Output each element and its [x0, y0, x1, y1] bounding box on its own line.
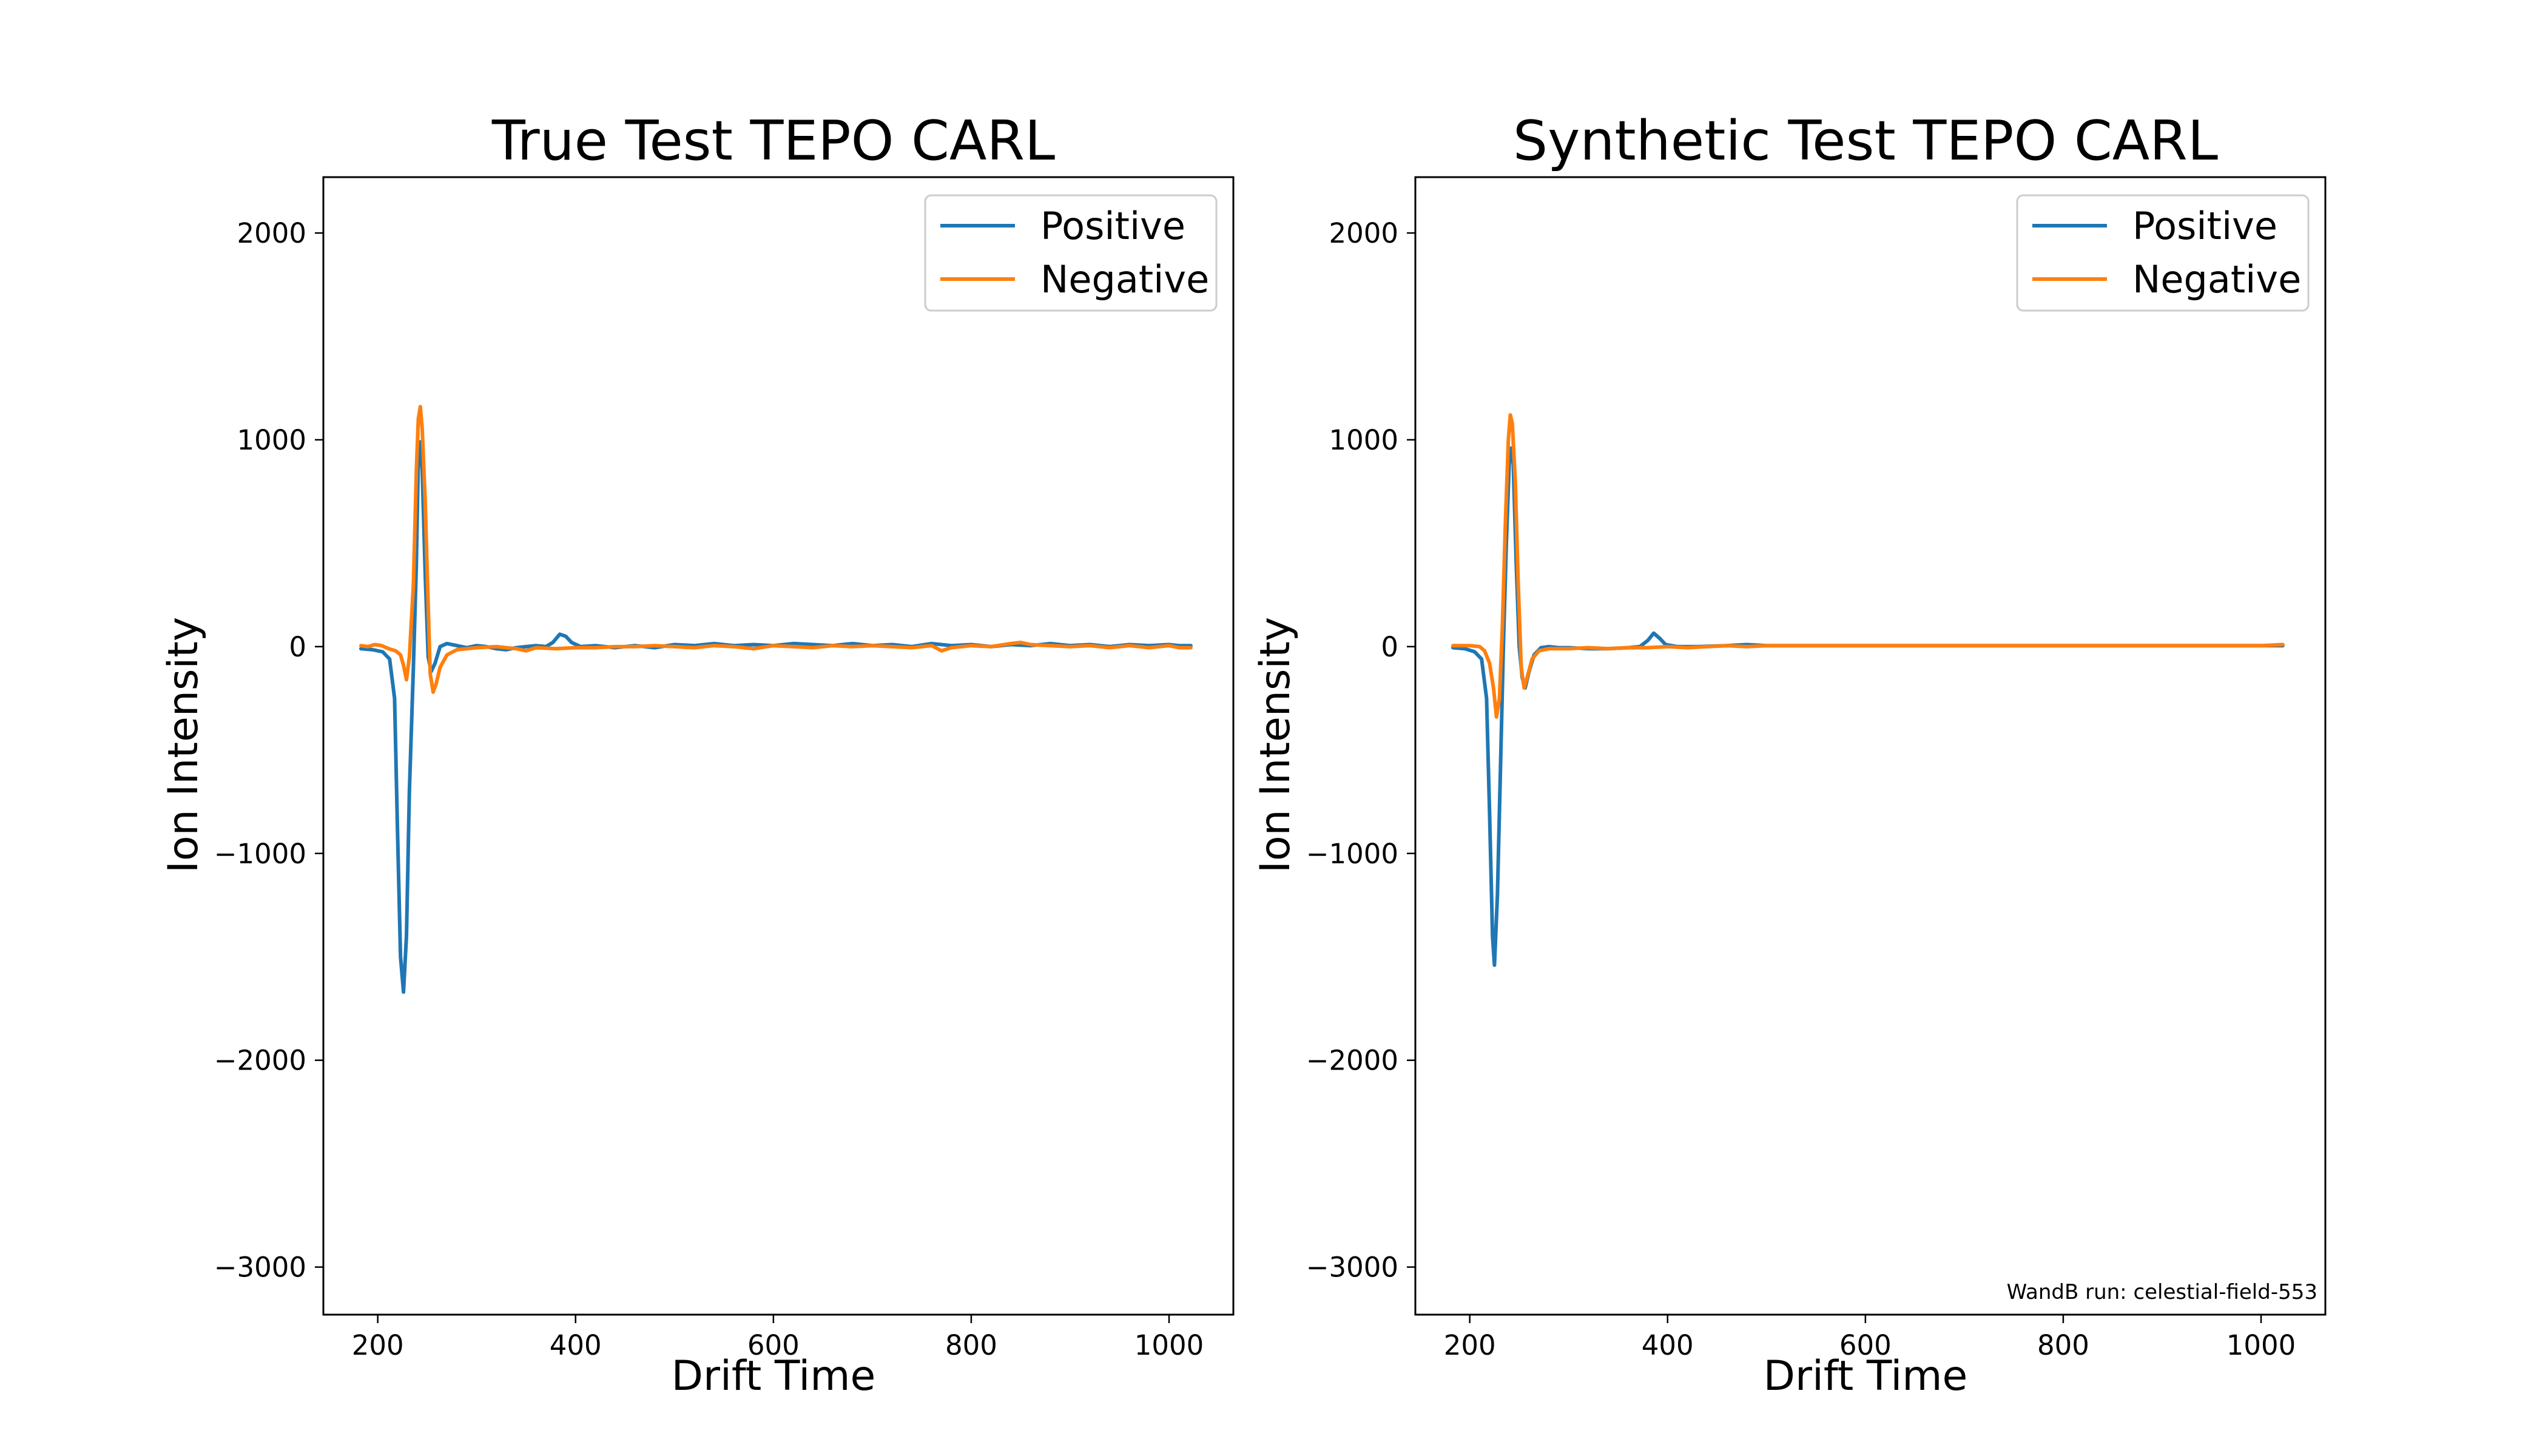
- x-tick-label: 200: [352, 1329, 404, 1361]
- y-tick-label: −1000: [214, 838, 306, 870]
- x-tick-label: 1000: [1134, 1329, 1204, 1361]
- chart-title: True Test TEPO CARL: [491, 109, 1055, 173]
- legend-label-negative: Negative: [2132, 257, 2301, 302]
- series-layer: [1451, 413, 2285, 967]
- series-layer: [359, 405, 1193, 994]
- y-axis-label: Ion Intensity: [1252, 617, 1299, 873]
- y-tick-label: 0: [289, 631, 306, 663]
- y-tick-label: −2000: [1306, 1045, 1398, 1077]
- y-tick-label: 2000: [237, 217, 306, 249]
- x-tick-label: 400: [1642, 1329, 1694, 1361]
- y-axis-label: Ion Intensity: [160, 617, 207, 873]
- series-line-negative: [359, 405, 1193, 694]
- series-line-negative: [1451, 413, 2285, 719]
- plot-frame: [322, 176, 1235, 1316]
- chart-title: Synthetic Test TEPO CARL: [1513, 109, 2218, 173]
- wandb-run-annotation: WandB run: celestial-field-553: [2007, 1280, 2317, 1304]
- x-tick-label: 800: [2037, 1329, 2089, 1361]
- x-tick-label: 800: [945, 1329, 997, 1361]
- y-tick-label: −3000: [214, 1252, 306, 1284]
- plot-frame: [1414, 176, 2327, 1316]
- legend-label-negative: Negative: [1040, 257, 1209, 302]
- tick-layer: 200 400 600 800 1000 −3000 −2000 −1000 0 1000 2000: [214, 217, 1204, 1361]
- chart-synthetic-test: Synthetic Test TEPO CARL Drift Time Ion …: [1252, 109, 2327, 1400]
- y-tick-label: 2000: [1329, 217, 1398, 249]
- legend: Positive Negative: [2016, 194, 2310, 312]
- x-axis-label: Drift Time: [1764, 1352, 1968, 1400]
- y-tick-label: 1000: [1329, 424, 1398, 456]
- x-tick-label: 600: [1839, 1329, 1892, 1361]
- x-tick-label: 600: [747, 1329, 800, 1361]
- x-axis-label: Drift Time: [672, 1352, 876, 1400]
- x-tick-label: 1000: [2226, 1329, 2296, 1361]
- x-tick-label: 400: [550, 1329, 602, 1361]
- x-tick-label: 200: [1444, 1329, 1496, 1361]
- y-tick-label: 1000: [237, 424, 306, 456]
- tick-layer: 200 400 600 800 1000 −3000 −2000 −1000 0 1000 2000: [1306, 217, 2296, 1361]
- y-tick-label: −2000: [214, 1045, 306, 1077]
- y-tick-label: 0: [1381, 631, 1398, 663]
- legend-label-positive: Positive: [1040, 204, 1185, 248]
- legend-label-positive: Positive: [2132, 204, 2277, 248]
- y-tick-label: −3000: [1306, 1252, 1398, 1284]
- chart-true-test: True Test TEPO CARL Drift Time Ion Inten…: [160, 109, 1235, 1400]
- y-tick-label: −1000: [1306, 838, 1398, 870]
- legend: Positive Negative: [924, 194, 1218, 312]
